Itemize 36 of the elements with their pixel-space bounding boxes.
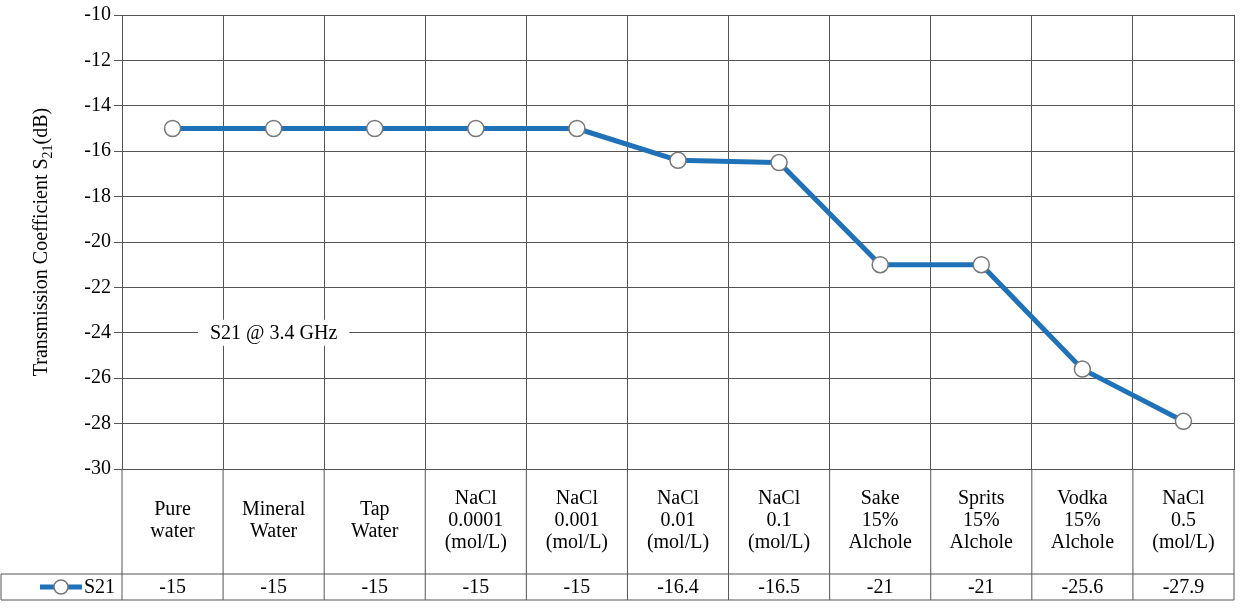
data-label: -15 <box>462 575 490 598</box>
y-tick-label: -22 <box>84 274 111 297</box>
x-tick-label: Mineral Water <box>241 497 306 542</box>
y-tick-label: -20 <box>84 229 111 252</box>
y-tick-label: -12 <box>84 47 111 70</box>
annotation: S21 @ 3.4 GHz <box>209 321 338 345</box>
data-label: -16.5 <box>758 575 800 598</box>
x-tick-label: Vodka 15% Alchole <box>1050 486 1115 553</box>
data-label: -21 <box>967 575 995 598</box>
x-tick-label: NaCl 0.5 (mol/L) <box>1152 486 1215 554</box>
data-label: -16.4 <box>657 575 699 598</box>
data-label: -27.9 <box>1162 575 1205 598</box>
y-tick-label: -14 <box>84 93 111 116</box>
x-tick-label: Pure water <box>150 497 196 542</box>
y-tick-label: -30 <box>84 456 111 479</box>
y-tick-label: -24 <box>84 320 111 343</box>
y-tick-label: -10 <box>84 2 111 25</box>
x-tick-label: NaCl 0.1 (mol/L) <box>747 486 811 554</box>
data-label: -15 <box>159 575 186 598</box>
x-tick-label: NaCl 0.01 (mol/L) <box>646 486 710 554</box>
data-label: -15 <box>361 575 389 598</box>
y-tick-label: -28 <box>84 410 111 433</box>
x-tick-label: Sprits 15% Alchole <box>949 486 1014 553</box>
y-axis-title: Transmission Coefficient S21(dB) <box>29 107 55 377</box>
data-label: -15 <box>260 575 287 598</box>
y-tick-label: -16 <box>84 138 111 161</box>
y-tick-label: -26 <box>84 365 111 388</box>
y-tick-label: -18 <box>84 183 111 206</box>
data-label: -15 <box>563 575 591 598</box>
data-label: -21 <box>866 575 894 598</box>
x-tick-label: NaCl 0.001 (mol/L) <box>545 486 609 554</box>
x-tick-label: Tap Water <box>351 497 399 542</box>
legend-label: S21 <box>84 575 116 598</box>
data-label: -25.6 <box>1061 575 1104 598</box>
x-tick-label: NaCl 0.0001 (mol/L) <box>444 486 507 554</box>
x-tick-label: Sake 15% Alchole <box>848 486 912 553</box>
